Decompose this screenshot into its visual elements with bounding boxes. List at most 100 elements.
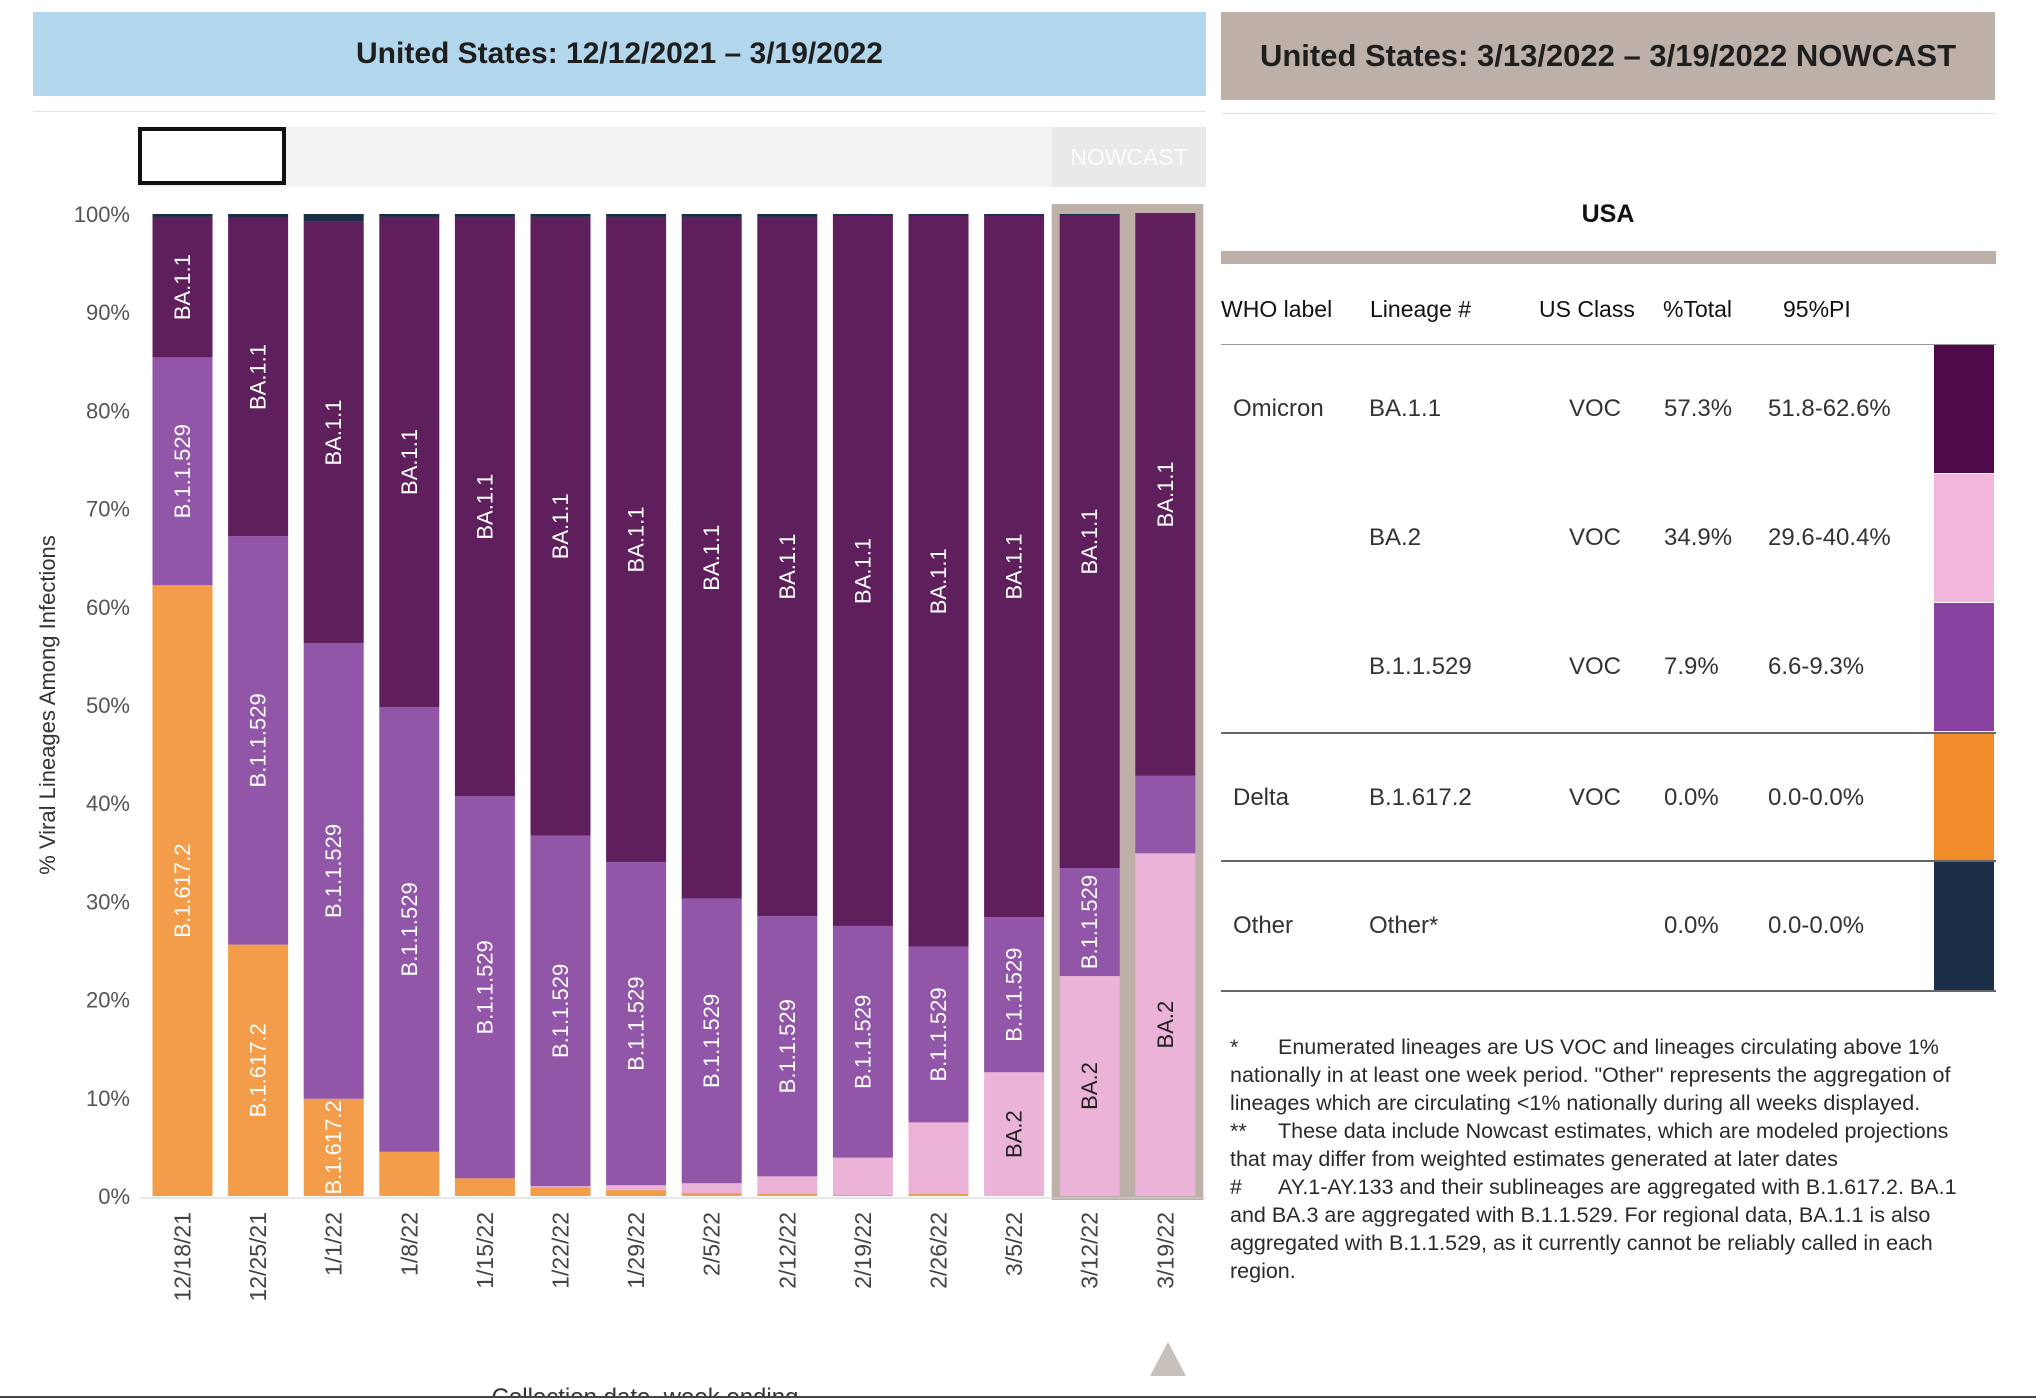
table-bottom-rule xyxy=(1221,990,1996,992)
bar-segment xyxy=(379,216,440,707)
column-header-who-label: WHO label xyxy=(1221,296,1333,322)
footnote-mark: * xyxy=(1230,1035,1239,1059)
data-label: BA.2 xyxy=(1077,1062,1102,1110)
y-tick-label: 80% xyxy=(86,398,130,423)
bar-segment xyxy=(606,1190,667,1196)
legend-swatch xyxy=(1934,474,1994,602)
bar-segment xyxy=(681,1183,742,1194)
footnote-text: These data include Nowcast estimates, wh… xyxy=(1230,1119,1949,1171)
data-label: BA.1.1 xyxy=(775,534,800,600)
table-row: B.1.1.529 VOC 7.9% 6.6-9.3% xyxy=(1221,603,1996,731)
bar-segment xyxy=(228,217,289,537)
y-tick-label: 50% xyxy=(86,693,130,718)
x-tick-label: 12/25/21 xyxy=(245,1212,271,1302)
legend-swatch xyxy=(1934,345,1994,473)
data-label: B.1.1.529 xyxy=(246,693,271,787)
x-tick-label: 1/29/22 xyxy=(623,1212,649,1289)
x-tick-label: 2/12/22 xyxy=(774,1212,800,1289)
y-tick-label: 0% xyxy=(98,1184,130,1209)
bar-segment xyxy=(1059,214,1120,215)
data-label: BA.1.1 xyxy=(926,548,951,614)
footnote-mark: ** xyxy=(1230,1119,1247,1143)
triangle-up-icon xyxy=(1150,1342,1186,1376)
footnotes: * Enumerated lineages are US VOC and line… xyxy=(1230,1033,1990,1285)
percent-total: 57.3% xyxy=(1664,395,1733,422)
data-label: BA.1.1 xyxy=(397,429,422,495)
bar-segment xyxy=(152,214,213,217)
bar-segment xyxy=(606,216,667,863)
bar-segment xyxy=(152,357,213,586)
bar-segment xyxy=(228,944,289,1196)
bar-segment xyxy=(303,1098,364,1196)
y-tick-label: 60% xyxy=(86,595,130,620)
bar-segment xyxy=(152,216,213,358)
bar-segment xyxy=(1135,853,1196,1196)
footnote: # AY.1-AY.133 and their sublineages are a… xyxy=(1230,1173,1990,1285)
data-label: B.1.1.529 xyxy=(624,977,649,1071)
date-range-handle[interactable] xyxy=(138,127,286,185)
data-label: B.1.1.529 xyxy=(170,424,195,518)
table-row: Delta B.1.617.2 VOC 0.0% 0.0-0.0% xyxy=(1221,734,1996,862)
data-label: BA.2 xyxy=(1153,1001,1178,1049)
bar-segment xyxy=(984,215,1045,918)
bar-segment xyxy=(530,214,591,217)
footnote-mark: # xyxy=(1230,1175,1242,1199)
bar-segment xyxy=(1059,976,1120,1196)
legend-title-bar xyxy=(1221,251,1996,264)
bar-segment xyxy=(530,835,591,1187)
y-tick-label: 30% xyxy=(86,889,130,914)
lineage: BA.1.1 xyxy=(1369,395,1442,422)
date-range-track[interactable] xyxy=(138,127,1206,187)
bar-segment xyxy=(1135,775,1196,854)
page-bottom-border xyxy=(0,1396,2036,1398)
bar-segment xyxy=(908,946,969,1123)
x-tick-label: 2/19/22 xyxy=(850,1212,876,1289)
bar-segment xyxy=(757,214,818,217)
footnote: * Enumerated lineages are US VOC and line… xyxy=(1230,1033,1990,1117)
data-label: B.1.1.529 xyxy=(775,999,800,1093)
x-axis-label: Collection date, week ending xyxy=(492,1384,799,1398)
x-tick-label: 1/22/22 xyxy=(548,1212,574,1289)
column-header-lineage: Lineage # xyxy=(1370,296,1472,322)
lineage: B.1.1.529 xyxy=(1369,653,1472,680)
data-label: BA.1.1 xyxy=(246,344,271,410)
prediction-interval: 29.6-40.4% xyxy=(1768,524,1891,551)
group-divider xyxy=(1221,860,1996,862)
nowcast-title: United States: 3/13/2022 – 3/19/2022 NOW… xyxy=(1221,12,1995,100)
table-header-rule xyxy=(1221,344,1996,345)
x-tick-label: 1/8/22 xyxy=(396,1212,422,1276)
group-divider xyxy=(1221,732,1996,734)
nowcast-range-label: NOWCAST xyxy=(1052,127,1206,187)
bar-segment xyxy=(681,214,742,217)
table-row: BA.2 VOC 34.9% 29.6-40.4% xyxy=(1221,474,1996,602)
data-label: BA.1.1 xyxy=(699,525,724,591)
bar-segment xyxy=(984,214,1045,216)
chart-title: United States: 12/12/2021 – 3/19/2022 xyxy=(33,12,1206,96)
who-label: Omicron xyxy=(1233,395,1324,422)
bar-segment xyxy=(908,1194,969,1196)
bar-segment xyxy=(606,1185,667,1191)
bar-segment xyxy=(681,898,742,1184)
stacked-bar-chart: 0% 10% 20% 30% 40% 50% 60% 70% 80% 90% 100% % Viral… xyxy=(35,202,1206,1398)
bar-segment xyxy=(832,214,893,216)
percent-total: 0.0% xyxy=(1664,912,1719,939)
legend-swatch xyxy=(1934,734,1994,862)
bar-segment xyxy=(303,643,364,1099)
bar-segment xyxy=(832,215,893,926)
data-label: BA.1.1 xyxy=(850,538,875,604)
bar-segment xyxy=(454,1178,515,1196)
data-label: B.1.1.529 xyxy=(926,987,951,1081)
lineage: BA.2 xyxy=(1369,524,1422,551)
us-class: VOC xyxy=(1569,784,1622,811)
bar-segment xyxy=(379,706,440,1152)
bar-segment xyxy=(1059,868,1120,977)
prediction-interval: 0.0-0.0% xyxy=(1768,784,1865,811)
bar-segment xyxy=(984,1072,1045,1196)
column-header-us-class: US Class xyxy=(1539,296,1635,322)
bar-segment xyxy=(908,214,969,216)
data-label: B.1.1.529 xyxy=(850,995,875,1089)
footnote-text: AY.1-AY.133 and their sublineages are ag… xyxy=(1230,1175,1957,1283)
us-class: VOC xyxy=(1569,395,1622,422)
data-label: BA.1.1 xyxy=(472,474,497,540)
bar-segment xyxy=(530,1187,591,1196)
